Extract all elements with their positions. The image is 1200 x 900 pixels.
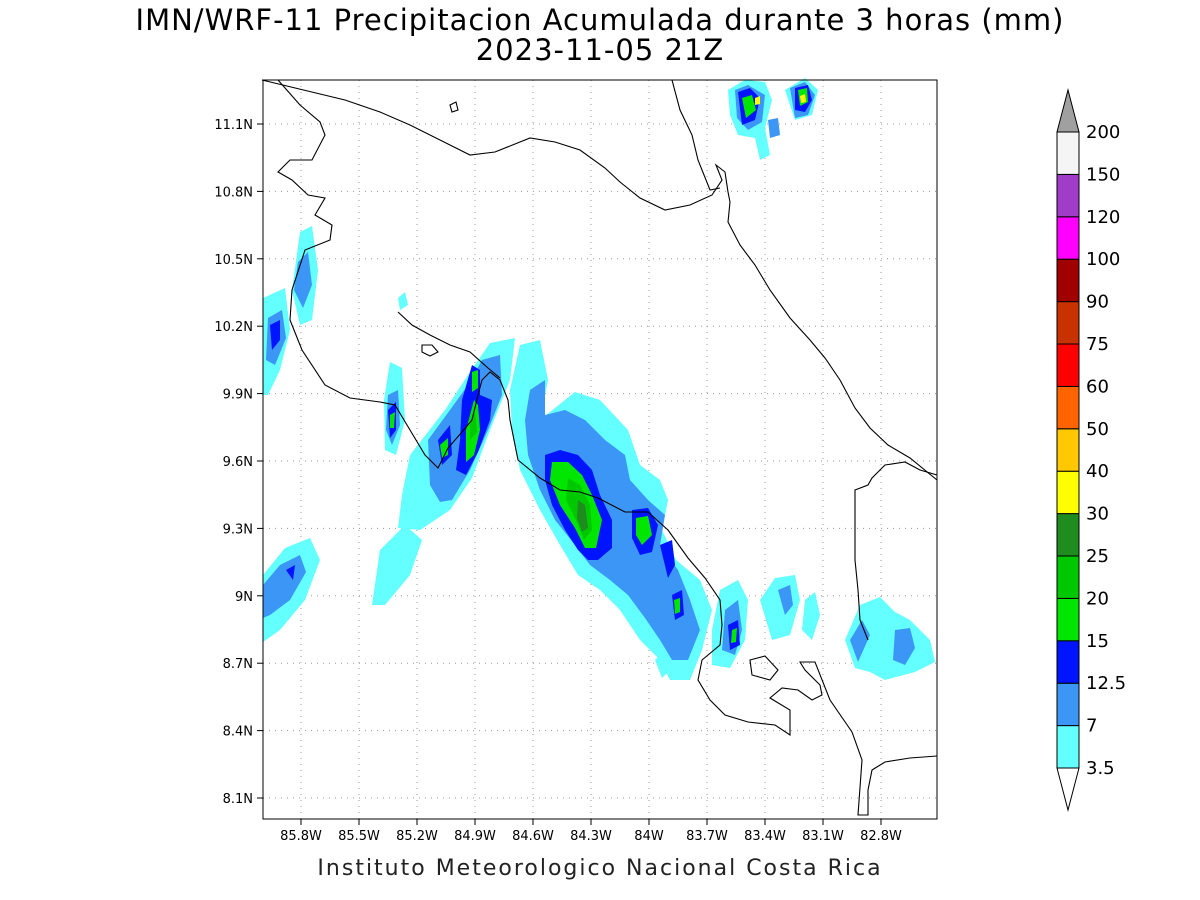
precip-band-30: [755, 94, 806, 105]
colorbar-swatch: [1056, 173, 1080, 218]
lon-tick-label: 85.2W: [396, 829, 438, 844]
footer-credit: Instituto Meteorologico Nacional Costa R…: [317, 856, 883, 881]
lat-tick-label: 9.3N: [223, 522, 253, 537]
lat-tick-label: 10.8N: [214, 185, 253, 200]
colorbar-swatch: [1056, 301, 1080, 345]
colorbar-swatch: [1056, 555, 1080, 599]
map-title: IMN/WRF-11 Precipitacion Acumulada duran…: [135, 3, 1065, 37]
lon-tick-label: 83.4W: [744, 829, 786, 844]
colorbar-label: 3.5: [1086, 758, 1115, 779]
lat-tick-label: 8.7N: [223, 657, 253, 672]
precip-band-25: [577, 500, 588, 532]
colorbar-label: 50: [1086, 419, 1109, 440]
colorbar-swatch: [1056, 216, 1080, 260]
colorbar-bottom-arrow: [1056, 767, 1080, 812]
colorbar-swatch: [1056, 470, 1080, 515]
colorbar-label: 100: [1086, 249, 1120, 270]
lat-tick-label: 8.4N: [223, 725, 253, 740]
colorbar-label: 20: [1086, 588, 1109, 609]
colorbar-label: 7: [1086, 716, 1097, 737]
colorbar-label: 150: [1086, 164, 1120, 185]
latitude-axis: 11.1N 10.8N 10.5N 10.2N 9.9N 9.6N 9.3N 9N 8.7N 8.…: [214, 118, 263, 807]
longitude-axis: 85.8W 85.5W 85.2W 84.9W 84.6W 84.3W 84W 83.7W 83…: [280, 819, 902, 844]
lat-tick-label: 11.1N: [214, 118, 253, 133]
colorbar-label: 90: [1086, 292, 1109, 313]
lat-tick-label: 10.5N: [214, 253, 253, 268]
lon-tick-label: 85.8W: [280, 829, 322, 844]
colorbar-swatch: [1056, 428, 1080, 472]
lon-tick-label: 84W: [634, 829, 664, 844]
colorbar-label: 25: [1086, 546, 1109, 567]
colorbar-swatch: [1056, 131, 1080, 175]
colorbar-swatch: [1056, 343, 1080, 387]
colorbar-swatch: [1056, 725, 1080, 769]
colorbar-label: 120: [1086, 207, 1120, 228]
colorbar-label: 40: [1086, 461, 1109, 482]
colorbar-top-arrow: [1056, 88, 1080, 133]
lat-tick-label: 8.1N: [223, 792, 253, 807]
precip-band-3-5: [263, 78, 935, 680]
colorbar-label: 15: [1086, 631, 1109, 652]
colorbar-label: 12.5: [1086, 673, 1126, 694]
lat-tick-label: 10.2N: [214, 320, 253, 335]
lon-tick-label: 84.3W: [570, 829, 612, 844]
map-frame: [262, 79, 938, 820]
colorbar-swatch: [1056, 597, 1080, 642]
colorbar-swatch: [1056, 513, 1080, 557]
coastlines-borders: [261, 79, 938, 816]
colorbar-swatch: [1056, 682, 1080, 727]
colorbar-label: 60: [1086, 376, 1109, 397]
lat-tick-label: 9N: [235, 590, 253, 605]
lat-tick-label: 9.6N: [223, 455, 253, 470]
lon-tick-label: 84.6W: [512, 829, 554, 844]
colorbar-swatch: [1056, 258, 1080, 303]
colorbar-label: 30: [1086, 504, 1109, 525]
lon-tick-label: 84.9W: [454, 829, 496, 844]
lat-tick-label: 9.9N: [223, 388, 253, 403]
colorbar-swatch: [1056, 640, 1080, 684]
lon-tick-label: 83.1W: [802, 829, 844, 844]
colorbar-label: 75: [1086, 334, 1109, 355]
lon-tick-label: 82.8W: [860, 829, 902, 844]
colorbar-label: 200: [1086, 122, 1120, 143]
colorbar-legend: 3.5 7 12.5 15 20 25 30 40 50 60 75 90 100 120 150 200: [1056, 88, 1126, 812]
precip-band-7: [263, 82, 915, 665]
lon-tick-label: 85.5W: [338, 829, 380, 844]
map-valid-time: 2023-11-05 21Z: [475, 33, 725, 67]
lon-tick-label: 83.7W: [686, 829, 728, 844]
colorbar-swatch: [1056, 385, 1080, 430]
